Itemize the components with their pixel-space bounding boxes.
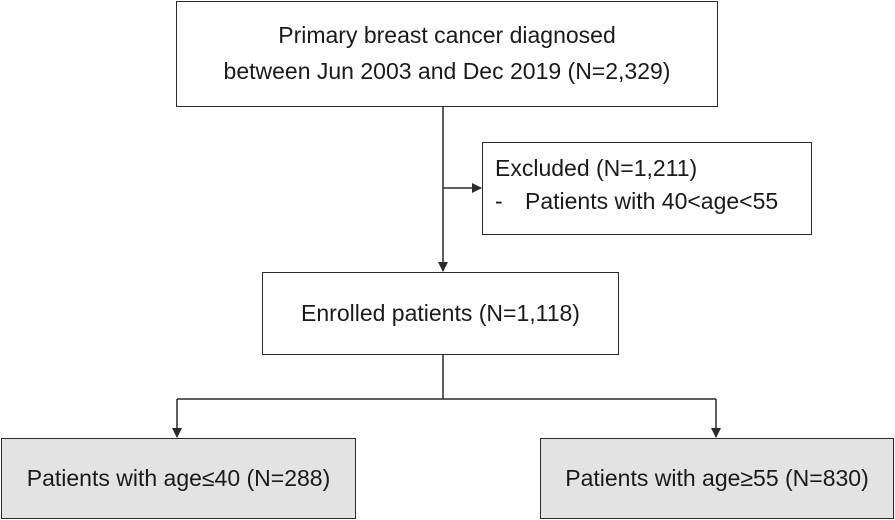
source-population-box: Primary breast cancer diagnosed between … bbox=[176, 1, 718, 107]
excluded-item-text: Patients with 40<age<55 bbox=[525, 188, 779, 215]
old-group-box: Patients with age≥55 (N=830) bbox=[540, 438, 894, 519]
excluded-box: Excluded (N=1,211) - Patients with 40<ag… bbox=[482, 142, 812, 235]
young-group-box: Patients with age≤40 (N=288) bbox=[1, 438, 356, 519]
young-group-label: Patients with age≤40 (N=288) bbox=[26, 464, 331, 491]
excluded-bullet: - bbox=[495, 188, 503, 215]
source-line-2: between Jun 2003 and Dec 2019 (N=2,329) bbox=[223, 58, 671, 84]
excluded-title: Excluded (N=1,211) bbox=[495, 155, 698, 181]
old-group-label: Patients with age≥55 (N=830) bbox=[565, 464, 869, 491]
enrolled-label: Enrolled patients (N=1,118) bbox=[301, 299, 580, 326]
excluded-item: - Patients with 40<age<55 bbox=[495, 185, 811, 218]
source-line-1: Primary breast cancer diagnosed bbox=[278, 22, 616, 49]
enrolled-box: Enrolled patients (N=1,118) bbox=[262, 272, 619, 355]
